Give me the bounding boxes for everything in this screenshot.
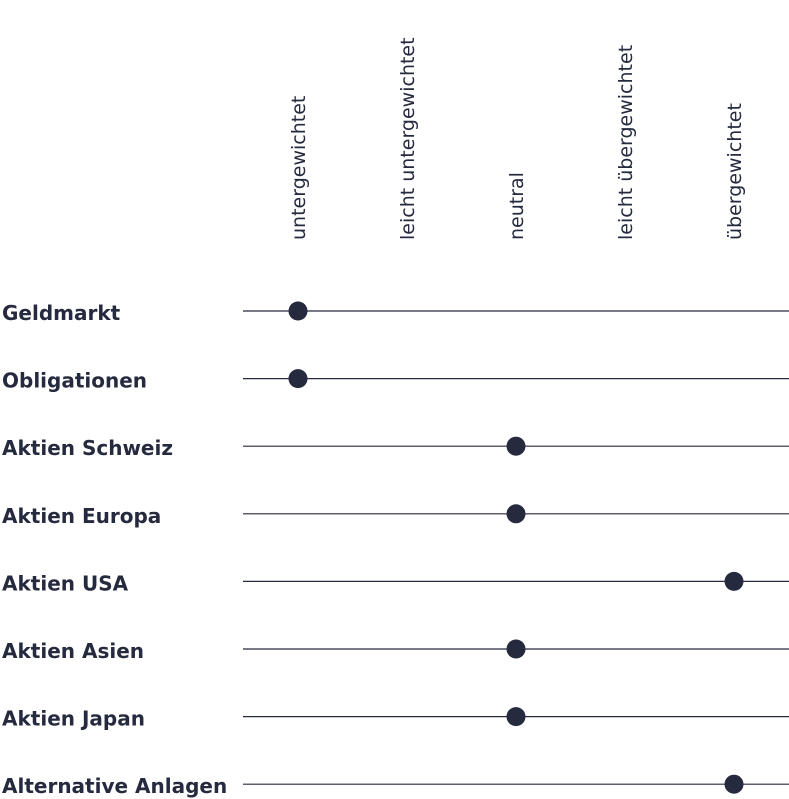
chart-row: Aktien USA [2,571,789,595]
category-label: untergewichtet [288,96,310,240]
category-label: leicht übergewichtet [615,45,637,240]
position-marker [506,707,526,727]
row-label: Obligationen [2,369,147,393]
row-label: Aktien Europa [2,504,161,528]
chart-row: Aktien Japan [2,707,789,731]
position-marker [724,571,744,591]
row-label: Geldmarkt [2,301,121,325]
category-labels: untergewichtet leicht untergewichtet neutr… [288,37,746,240]
chart-row: Alternative Anlagen [2,774,789,798]
position-marker [724,774,744,794]
chart-row: Obligationen [2,369,789,393]
position-marker [288,301,308,321]
category-label: neutral [506,172,528,240]
category-label: leicht untergewichtet [397,37,419,240]
row-label: Aktien Asien [2,639,144,663]
chart-row: Geldmarkt [2,301,789,325]
position-marker [506,504,526,524]
row-label: Alternative Anlagen [2,774,227,798]
position-marker [506,639,526,659]
row-label: Aktien Japan [2,707,145,731]
category-label: übergewichtet [724,103,746,240]
chart-rows: Geldmarkt Obligationen Aktien Schweiz Aktie… [2,301,789,798]
row-label: Aktien USA [2,571,129,595]
chart-row: Aktien Schweiz [2,436,789,460]
position-marker [288,369,308,389]
row-label: Aktien Schweiz [2,436,173,460]
chart-row: Aktien Asien [2,639,789,663]
position-marker [506,436,526,456]
chart-row: Aktien Europa [2,504,789,528]
